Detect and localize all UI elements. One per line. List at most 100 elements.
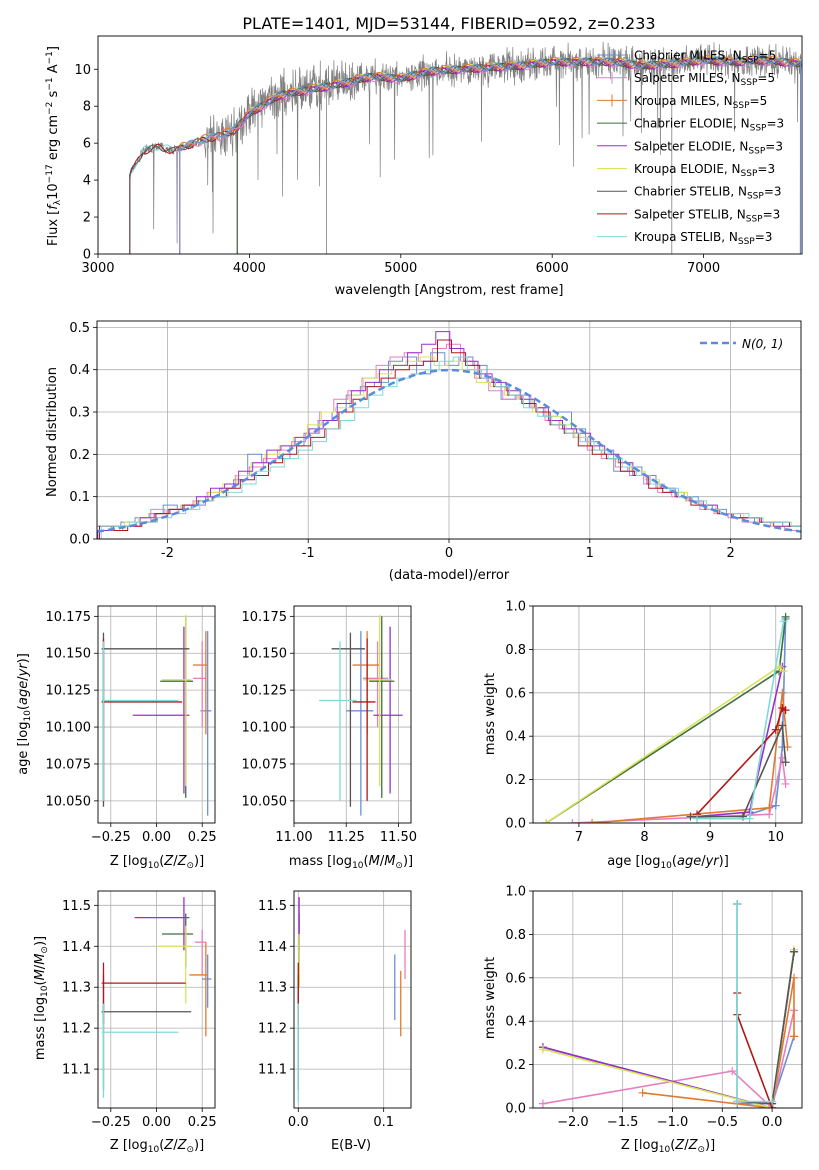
weight-marker xyxy=(771,725,780,734)
y-tick-label: 0.8 xyxy=(505,928,526,943)
histogram-series xyxy=(100,356,801,539)
x-tick-label: 1 xyxy=(586,546,594,561)
y-tick-label: 11.5 xyxy=(258,899,287,914)
gridlines xyxy=(293,606,411,823)
y-tick-label: 10.150 xyxy=(46,647,92,662)
legend-subscript: SSP xyxy=(748,146,765,156)
model-spectrum-line xyxy=(236,55,802,254)
x-tick-label: 8 xyxy=(640,830,648,845)
weight-marker xyxy=(781,706,790,715)
x-tick-label: 0.00 xyxy=(142,1115,171,1130)
weight-marker xyxy=(728,1067,737,1076)
x-tick-label: 10 xyxy=(767,830,784,845)
legend-entry-label: Chabrier MILES, NSSP=5 xyxy=(634,49,776,66)
y-tick-label: 0.6 xyxy=(505,971,526,986)
legend-subscript: SSP xyxy=(738,237,755,247)
age-vs-Z-panel: −0.25 0.00 0.25 10.050 10.075 10.100 10.125 10.… xyxy=(46,605,217,845)
y-tick-label: 0.2 xyxy=(505,1058,526,1073)
legend-entry-label: Chabrier ELODIE, NSSP=3 xyxy=(634,117,784,134)
weight-marker xyxy=(778,688,787,697)
legend-count: =3 xyxy=(766,117,784,131)
legend-count: =5 xyxy=(759,49,777,63)
y-tick-label: 10.100 xyxy=(242,721,288,736)
weight-vs-Z-panel: −2.0 −1.5 −1.0 −0.5 0.0 0.0 0.2 0.4 0.6 0.8 1.0 xyxy=(505,885,803,1130)
y-tick-label: 10.175 xyxy=(242,610,288,625)
weight-marker xyxy=(638,1088,647,1097)
gridlines xyxy=(533,605,802,824)
y-tick-label: 10.100 xyxy=(46,721,92,736)
x-tick-label: 0.0 xyxy=(288,1115,309,1130)
weight-marker xyxy=(542,819,551,823)
spectrum-legend: Chabrier MILES, NSSP=5 Salpeter MILES, NS… xyxy=(597,49,784,247)
spectrum-ylabel: Flux [fλ10−17 erg cm−2 s−1 A−1] xyxy=(45,46,63,246)
x-tick-label: 3000 xyxy=(81,261,114,276)
weight-series-line xyxy=(736,904,773,1103)
weight-vs-age-ylabel: mass weight xyxy=(483,673,498,755)
x-tick-label: 6000 xyxy=(536,261,569,276)
legend-entry-label: Kroupa STELIB, NSSP=3 xyxy=(634,230,772,247)
weight-marker xyxy=(771,801,780,810)
y-tick-label: 11.2 xyxy=(62,1022,91,1037)
y-tick-label: 10.075 xyxy=(46,757,92,772)
x-tick-label: 0.0 xyxy=(762,1115,783,1130)
gridlines xyxy=(97,321,801,540)
residual-histogram-panel: -2 -1 0 1 2 0.0 0.1 0.2 0.3 0.4 0.5 xyxy=(69,320,802,561)
legend-entry-label: Salpeter ELODIE, NSSP=3 xyxy=(634,139,783,156)
legend-count: =3 xyxy=(764,185,782,199)
figure-title: PLATE=1401, MJD=53144, FIBERID=0592, z=0… xyxy=(242,14,655,33)
legend-subscript: SSP xyxy=(747,192,764,202)
y-tick-label: 0.4 xyxy=(505,730,526,745)
spectrum-panel: 3000 4000 5000 6000 7000 0 2 4 6 8 10 xyxy=(74,35,803,276)
errorbars xyxy=(319,614,403,816)
x-tick-label: 0.00 xyxy=(142,830,171,845)
x-tick-label: 0.25 xyxy=(188,830,217,845)
histogram-legend: N(0, 1) xyxy=(700,337,783,351)
age-vs-mass-panel: 11.00 11.25 11.50 10.050 10.075 10.100 10.125 1… xyxy=(242,605,417,845)
weight-marker xyxy=(779,617,788,626)
weight-series-line xyxy=(642,977,795,1108)
y-tick-label: 11.3 xyxy=(62,981,91,996)
mass-vs-EBV-xlabel: E(B-V) xyxy=(331,1138,371,1153)
axes-frame xyxy=(293,605,412,824)
axes-frame xyxy=(97,35,803,255)
legend-entry-label: Kroupa MILES, NSSP=5 xyxy=(634,94,767,111)
age-vs-mass-xlabel: mass [log10(M/M⊙)] xyxy=(289,854,413,871)
weight-marker xyxy=(778,721,787,730)
gaussian-legend-label: N(0, 1) xyxy=(742,337,783,351)
weight-series-line xyxy=(545,616,787,823)
y-tick-label: 11.1 xyxy=(258,1063,287,1078)
model-spectrum-line xyxy=(129,56,802,254)
weight-series-line xyxy=(696,706,787,815)
y-tick-label: 0.4 xyxy=(505,1015,526,1030)
x-tick-label: 9 xyxy=(706,830,714,845)
y-tick-label: 0.0 xyxy=(69,533,90,548)
weight-marker xyxy=(538,1045,547,1054)
gridlines xyxy=(294,891,411,1108)
x-tick-label: 11.50 xyxy=(380,830,417,845)
histogram-series xyxy=(98,339,801,539)
legend-entry-label: Salpeter STELIB, NSSP=3 xyxy=(634,207,780,224)
x-tick-label: 4000 xyxy=(233,261,266,276)
weight-marker xyxy=(733,1097,742,1106)
gaussian-curve xyxy=(97,368,801,533)
model-spectrum-line xyxy=(129,56,802,254)
y-tick-label: 0.0 xyxy=(505,817,526,832)
weight-series-line xyxy=(690,725,787,818)
errorbars xyxy=(297,897,406,1102)
y-tick-label: 0 xyxy=(83,248,91,263)
y-tick-label: 8 xyxy=(83,100,91,115)
weight-series-line xyxy=(591,692,789,823)
axes-frame xyxy=(96,320,802,540)
y-tick-label: 6 xyxy=(83,137,91,152)
x-tick-label: 11.25 xyxy=(328,830,365,845)
y-tick-label: 11.3 xyxy=(258,981,287,996)
weight-marker xyxy=(781,758,790,767)
y-tick-label: 10.125 xyxy=(46,684,92,699)
legend-count: =3 xyxy=(765,139,783,153)
age-vs-Z-ylabel: age [log10(age/yr)] xyxy=(16,653,33,775)
weight-series-line xyxy=(542,949,795,1108)
histogram-series xyxy=(97,331,801,539)
weight-marker xyxy=(781,612,790,621)
legend-subscript: SSP xyxy=(733,101,750,111)
